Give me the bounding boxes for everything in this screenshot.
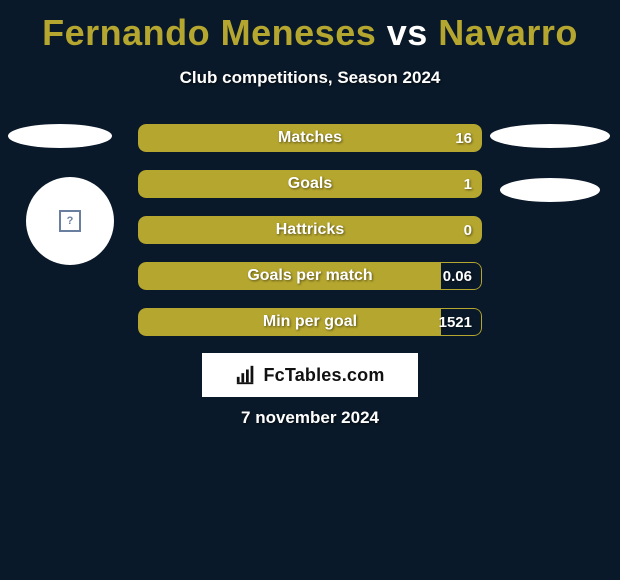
subtitle: Club competitions, Season 2024 (0, 68, 620, 88)
stat-bar-fill (138, 124, 482, 152)
stat-bar-fill (138, 170, 482, 198)
title-player2: Navarro (438, 12, 578, 53)
player-right-ellipse-2 (500, 178, 600, 202)
brand-box: FcTables.com (202, 353, 418, 397)
stat-bar-remainder (441, 262, 482, 290)
stats-bars: Matches16 Goals1 Hattricks0 Goals per match… (138, 124, 482, 354)
stat-bar-fill (138, 308, 441, 336)
avatar-placeholder-icon: ? (59, 210, 81, 232)
stat-bar-fill (138, 216, 482, 244)
stat-row: Hattricks0 (138, 216, 482, 244)
title-player1: Fernando Meneses (42, 12, 376, 53)
page-title: Fernando Meneses vs Navarro (0, 0, 620, 54)
player-left-ellipse (8, 124, 112, 148)
stat-row: Goals1 (138, 170, 482, 198)
stat-row: Matches16 (138, 124, 482, 152)
stat-row: Goals per match0.06 (138, 262, 482, 290)
stat-bar-fill (138, 262, 441, 290)
player-right-ellipse-1 (490, 124, 610, 148)
brand-text: FcTables.com (263, 365, 384, 386)
stat-row: Min per goal1521 (138, 308, 482, 336)
date-text: 7 november 2024 (0, 408, 620, 428)
brand-chart-icon (235, 364, 257, 386)
player-left-avatar: ? (26, 177, 114, 265)
title-vs: vs (376, 12, 438, 53)
stat-bar-remainder (441, 308, 482, 336)
